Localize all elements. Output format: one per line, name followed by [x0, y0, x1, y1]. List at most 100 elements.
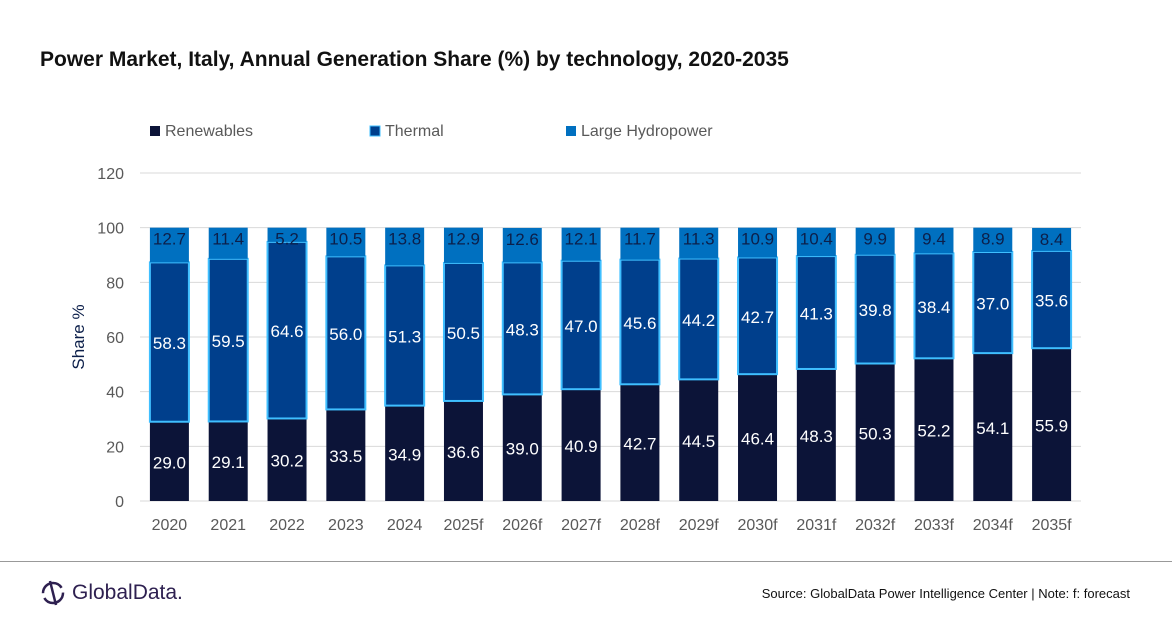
data-label: 45.6: [623, 314, 656, 333]
bar-renewables: [443, 400, 483, 501]
y-tick-label: 120: [97, 166, 124, 183]
data-label: 64.6: [270, 322, 303, 341]
data-label: 56.0: [329, 325, 362, 344]
bar-thermal: [266, 240, 308, 420]
x-tick-label: 2028f: [620, 517, 661, 534]
bar-renewables: [502, 394, 542, 501]
globaldata-logo-icon: [41, 580, 65, 606]
bar-large-hydropower: [1032, 227, 1072, 251]
data-label: 36.6: [447, 443, 480, 462]
data-label: 54.1: [976, 419, 1009, 438]
x-tick-label: 2022: [269, 517, 305, 534]
legend-label: Renewables: [165, 123, 253, 140]
x-tick-label: 2021: [210, 517, 246, 534]
data-label: 12.9: [447, 230, 480, 249]
data-label: 39.0: [506, 440, 539, 459]
data-label: 34.9: [388, 445, 421, 464]
data-label: 11.3: [683, 230, 715, 249]
data-label: 9.4: [922, 230, 946, 249]
x-tick-label: 2032f: [855, 517, 896, 534]
x-tick-label: 2033f: [914, 517, 955, 534]
bar-thermal: [972, 250, 1014, 355]
legend-swatch: [150, 126, 160, 136]
bar-large-hydropower: [679, 227, 719, 259]
data-label: 48.3: [800, 427, 833, 446]
bar-thermal: [619, 258, 661, 386]
data-label: 12.1: [565, 230, 598, 249]
bar-thermal: [501, 261, 543, 396]
x-tick-label: 2024: [387, 517, 423, 534]
data-label: 37.0: [976, 295, 1009, 314]
bar-renewables: [738, 374, 778, 501]
footer-divider: [0, 561, 1172, 562]
bar-renewables: [208, 421, 248, 501]
data-label: 39.8: [859, 301, 892, 320]
x-tick-label: 2035f: [1032, 517, 1073, 534]
data-label: 11.4: [212, 230, 244, 249]
x-tick-label: 2026f: [502, 517, 543, 534]
data-label: 41.3: [800, 305, 833, 324]
data-label: 13.8: [388, 230, 421, 249]
data-label: 42.7: [623, 435, 656, 454]
data-label: 38.4: [917, 298, 950, 317]
data-label: 33.5: [329, 447, 362, 466]
bar-thermal: [854, 253, 896, 365]
data-label: 50.3: [859, 424, 892, 443]
data-label: 55.9: [1035, 417, 1068, 436]
bar-renewables: [973, 353, 1013, 501]
y-tick-label: 0: [115, 494, 124, 511]
bar-large-hydropower: [914, 227, 954, 254]
data-label: 42.7: [741, 308, 774, 327]
x-tick-label: 2034f: [973, 517, 1014, 534]
bar-large-hydropower: [267, 227, 307, 242]
bar-large-hydropower: [385, 227, 425, 266]
legend-label: Thermal: [385, 123, 444, 140]
legend-swatch: [566, 126, 576, 136]
bar-thermal: [737, 256, 779, 376]
y-tick-label: 60: [106, 330, 124, 347]
y-tick-label: 40: [106, 385, 124, 402]
globaldata-logo: GlobalData.: [40, 578, 183, 608]
bar-renewables: [149, 421, 189, 501]
x-tick-label: 2025f: [443, 517, 484, 534]
x-tick-label: 2029f: [679, 517, 720, 534]
bar-large-hydropower: [620, 227, 660, 260]
data-label: 47.0: [565, 317, 598, 336]
bar-large-hydropower: [973, 227, 1013, 252]
data-label: 12.7: [153, 230, 186, 249]
y-tick-label: 80: [106, 275, 124, 292]
data-label: 44.5: [682, 432, 715, 451]
data-label: 8.4: [1040, 230, 1064, 249]
data-label: 48.3: [506, 320, 539, 339]
x-tick-label: 2031f: [796, 517, 837, 534]
data-label: 5.2: [275, 230, 299, 249]
bar-thermal: [560, 259, 602, 391]
bar-thermal: [207, 257, 249, 423]
bar-thermal: [795, 255, 837, 370]
bar-large-hydropower: [443, 227, 483, 263]
bar-renewables: [855, 363, 895, 501]
x-tick-label: 2023: [328, 517, 364, 534]
data-label: 51.3: [388, 327, 421, 346]
bar-large-hydropower: [738, 227, 778, 258]
data-label: 35.6: [1035, 292, 1068, 311]
bar-renewables: [326, 409, 366, 501]
bar-thermal: [148, 261, 190, 423]
x-tick-label: 2030f: [738, 517, 779, 534]
data-label: 8.9: [981, 230, 1005, 249]
data-label: 10.4: [800, 230, 833, 249]
bar-large-hydropower: [561, 227, 601, 261]
bar-renewables: [914, 358, 954, 501]
bar-renewables: [796, 368, 836, 501]
bar-renewables: [267, 418, 307, 501]
legend-swatch: [369, 125, 381, 137]
y-axis-label: Share %: [69, 304, 88, 369]
chart-title: Power Market, Italy, Annual Generation S…: [40, 48, 789, 71]
bar-renewables: [561, 389, 601, 501]
data-label: 46.4: [741, 430, 774, 449]
bar-thermal: [384, 264, 426, 407]
data-label: 29.1: [212, 453, 245, 472]
bar-renewables: [620, 384, 660, 501]
data-label: 10.5: [329, 230, 362, 249]
bar-renewables: [385, 405, 425, 501]
